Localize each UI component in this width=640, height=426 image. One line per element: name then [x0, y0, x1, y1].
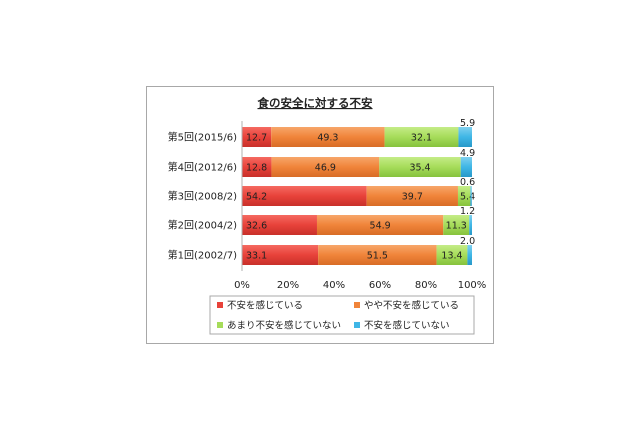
data-label: 32.1 — [411, 133, 432, 144]
category-label: 第3回(2008/2) — [168, 190, 237, 203]
x-tick-label: 0% — [234, 280, 250, 291]
x-tick-label: 20% — [277, 280, 299, 291]
bar-segment — [469, 215, 472, 235]
x-tick-label: 80% — [415, 280, 437, 291]
category-labels: 第5回(2015/6) 第4回(2012/6) 第3回(2008/2) 第2回(200… — [168, 131, 237, 262]
bar-segment — [467, 245, 472, 265]
data-label: 33.1 — [246, 251, 267, 262]
bar-segment — [242, 127, 272, 147]
legend-label: 不安を感じていない — [364, 320, 450, 332]
bar-segment — [242, 157, 272, 177]
data-label: 54.2 — [246, 192, 267, 203]
x-tick-labels: 0% 20% 40% 60% 80% 100% — [234, 280, 486, 291]
bar-segment — [242, 245, 319, 265]
data-label: 35.4 — [409, 163, 430, 174]
legend-label: 不安を感じている — [227, 300, 303, 312]
data-label: 0.6 — [460, 177, 475, 188]
x-tick-label: 40% — [323, 280, 345, 291]
data-label: 51.5 — [367, 251, 388, 262]
bar-segment — [316, 215, 444, 235]
bar-segment — [242, 186, 367, 206]
legend-label: あまり不安を感じていない — [227, 320, 341, 332]
legend-box — [209, 295, 475, 335]
bar-segment — [458, 127, 472, 147]
bar-segment — [384, 127, 459, 147]
data-label: 5.9 — [460, 118, 475, 129]
data-label: 13.4 — [441, 251, 462, 262]
legend-swatch — [217, 322, 223, 328]
chart-title: 食の安全に対する不安 — [258, 96, 373, 110]
data-label: 49.3 — [317, 133, 338, 144]
x-tick-label: 60% — [369, 280, 391, 291]
data-label: 4.9 — [460, 148, 475, 159]
bar-segment — [242, 215, 317, 235]
stacked-bar-chart: 食の安全に対する不安 12.7 49.3 32.1 5.9 12.8 46.9 35.4 4.… — [168, 96, 486, 335]
legend-swatch — [354, 302, 360, 308]
bar-segment — [443, 215, 470, 235]
category-label: 第1回(2002/7) — [168, 249, 237, 262]
bar-segment — [271, 157, 380, 177]
data-label: 2.0 — [460, 236, 475, 247]
bar-segment — [460, 157, 472, 177]
x-tick-label: 100% — [458, 280, 487, 291]
bar-segment — [436, 245, 468, 265]
bar-segment — [470, 186, 472, 206]
category-label: 第5回(2015/6) — [168, 131, 237, 144]
data-label: 46.9 — [315, 163, 336, 174]
data-label: 1.2 — [460, 206, 475, 217]
data-label: 5.4 — [460, 192, 475, 203]
category-label: 第2回(2004/2) — [168, 219, 237, 232]
bar-segment — [457, 186, 471, 206]
bar-segment — [366, 186, 458, 206]
bar-segment — [379, 157, 461, 177]
legend-label: やや不安を感じている — [364, 300, 459, 312]
data-label: 12.7 — [246, 133, 267, 144]
data-label: 11.3 — [446, 221, 467, 232]
bar-segment — [318, 245, 437, 265]
bar-segment — [271, 127, 385, 147]
data-label: 12.8 — [246, 163, 267, 174]
legend-swatch — [354, 322, 360, 328]
chart-frame: 食の安全に対する不安 12.7 49.3 32.1 5.9 12.8 46.9 35.4 4.… — [146, 86, 494, 344]
data-label: 32.6 — [246, 221, 267, 232]
data-label: 54.9 — [370, 221, 391, 232]
category-label: 第4回(2012/6) — [168, 161, 237, 174]
legend-swatch — [217, 302, 223, 308]
data-label: 39.7 — [402, 192, 423, 203]
bars-group: 12.7 49.3 32.1 5.9 12.8 46.9 35.4 4.9 54.2 39.7 5.… — [241, 118, 475, 271]
